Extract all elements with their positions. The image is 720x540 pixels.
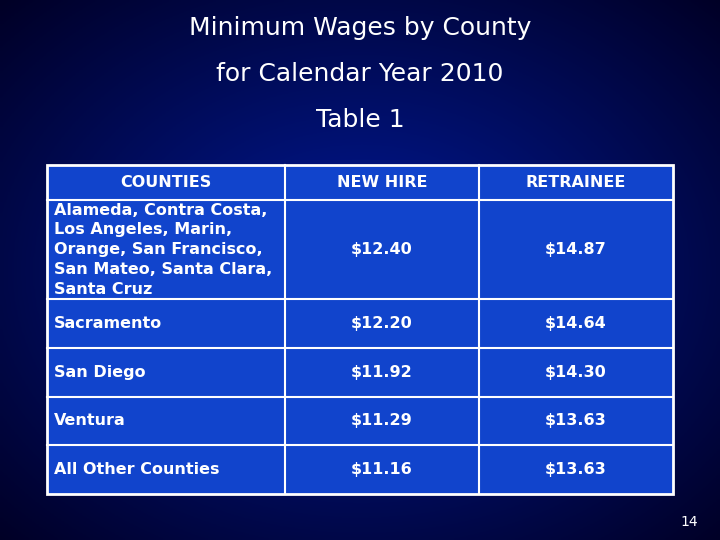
Text: $14.30: $14.30 xyxy=(545,364,607,380)
Text: $11.16: $11.16 xyxy=(351,462,413,477)
Text: $14.64: $14.64 xyxy=(545,316,607,331)
Text: Sacramento: Sacramento xyxy=(54,316,162,331)
Text: RETRAINEE: RETRAINEE xyxy=(526,175,626,190)
Bar xyxy=(47,165,673,494)
Text: $14.87: $14.87 xyxy=(545,242,607,257)
Text: for Calendar Year 2010: for Calendar Year 2010 xyxy=(216,62,504,86)
Bar xyxy=(47,165,673,494)
Text: $12.40: $12.40 xyxy=(351,242,413,257)
Text: San Diego: San Diego xyxy=(54,364,145,380)
Text: $11.92: $11.92 xyxy=(351,364,413,380)
Text: Minimum Wages by County: Minimum Wages by County xyxy=(189,16,531,40)
Text: All Other Counties: All Other Counties xyxy=(54,462,220,477)
Text: $13.63: $13.63 xyxy=(545,462,607,477)
Text: Ventura: Ventura xyxy=(54,414,126,428)
Text: NEW HIRE: NEW HIRE xyxy=(337,175,427,190)
Text: Alameda, Contra Costa,
Los Angeles, Marin,
Orange, San Francisco,
San Mateo, San: Alameda, Contra Costa, Los Angeles, Mari… xyxy=(54,202,272,297)
Text: 14: 14 xyxy=(681,515,698,529)
Text: Table 1: Table 1 xyxy=(315,108,405,132)
Text: $13.63: $13.63 xyxy=(545,414,607,428)
Text: COUNTIES: COUNTIES xyxy=(120,175,212,190)
Text: $11.29: $11.29 xyxy=(351,414,413,428)
Text: $12.20: $12.20 xyxy=(351,316,413,331)
